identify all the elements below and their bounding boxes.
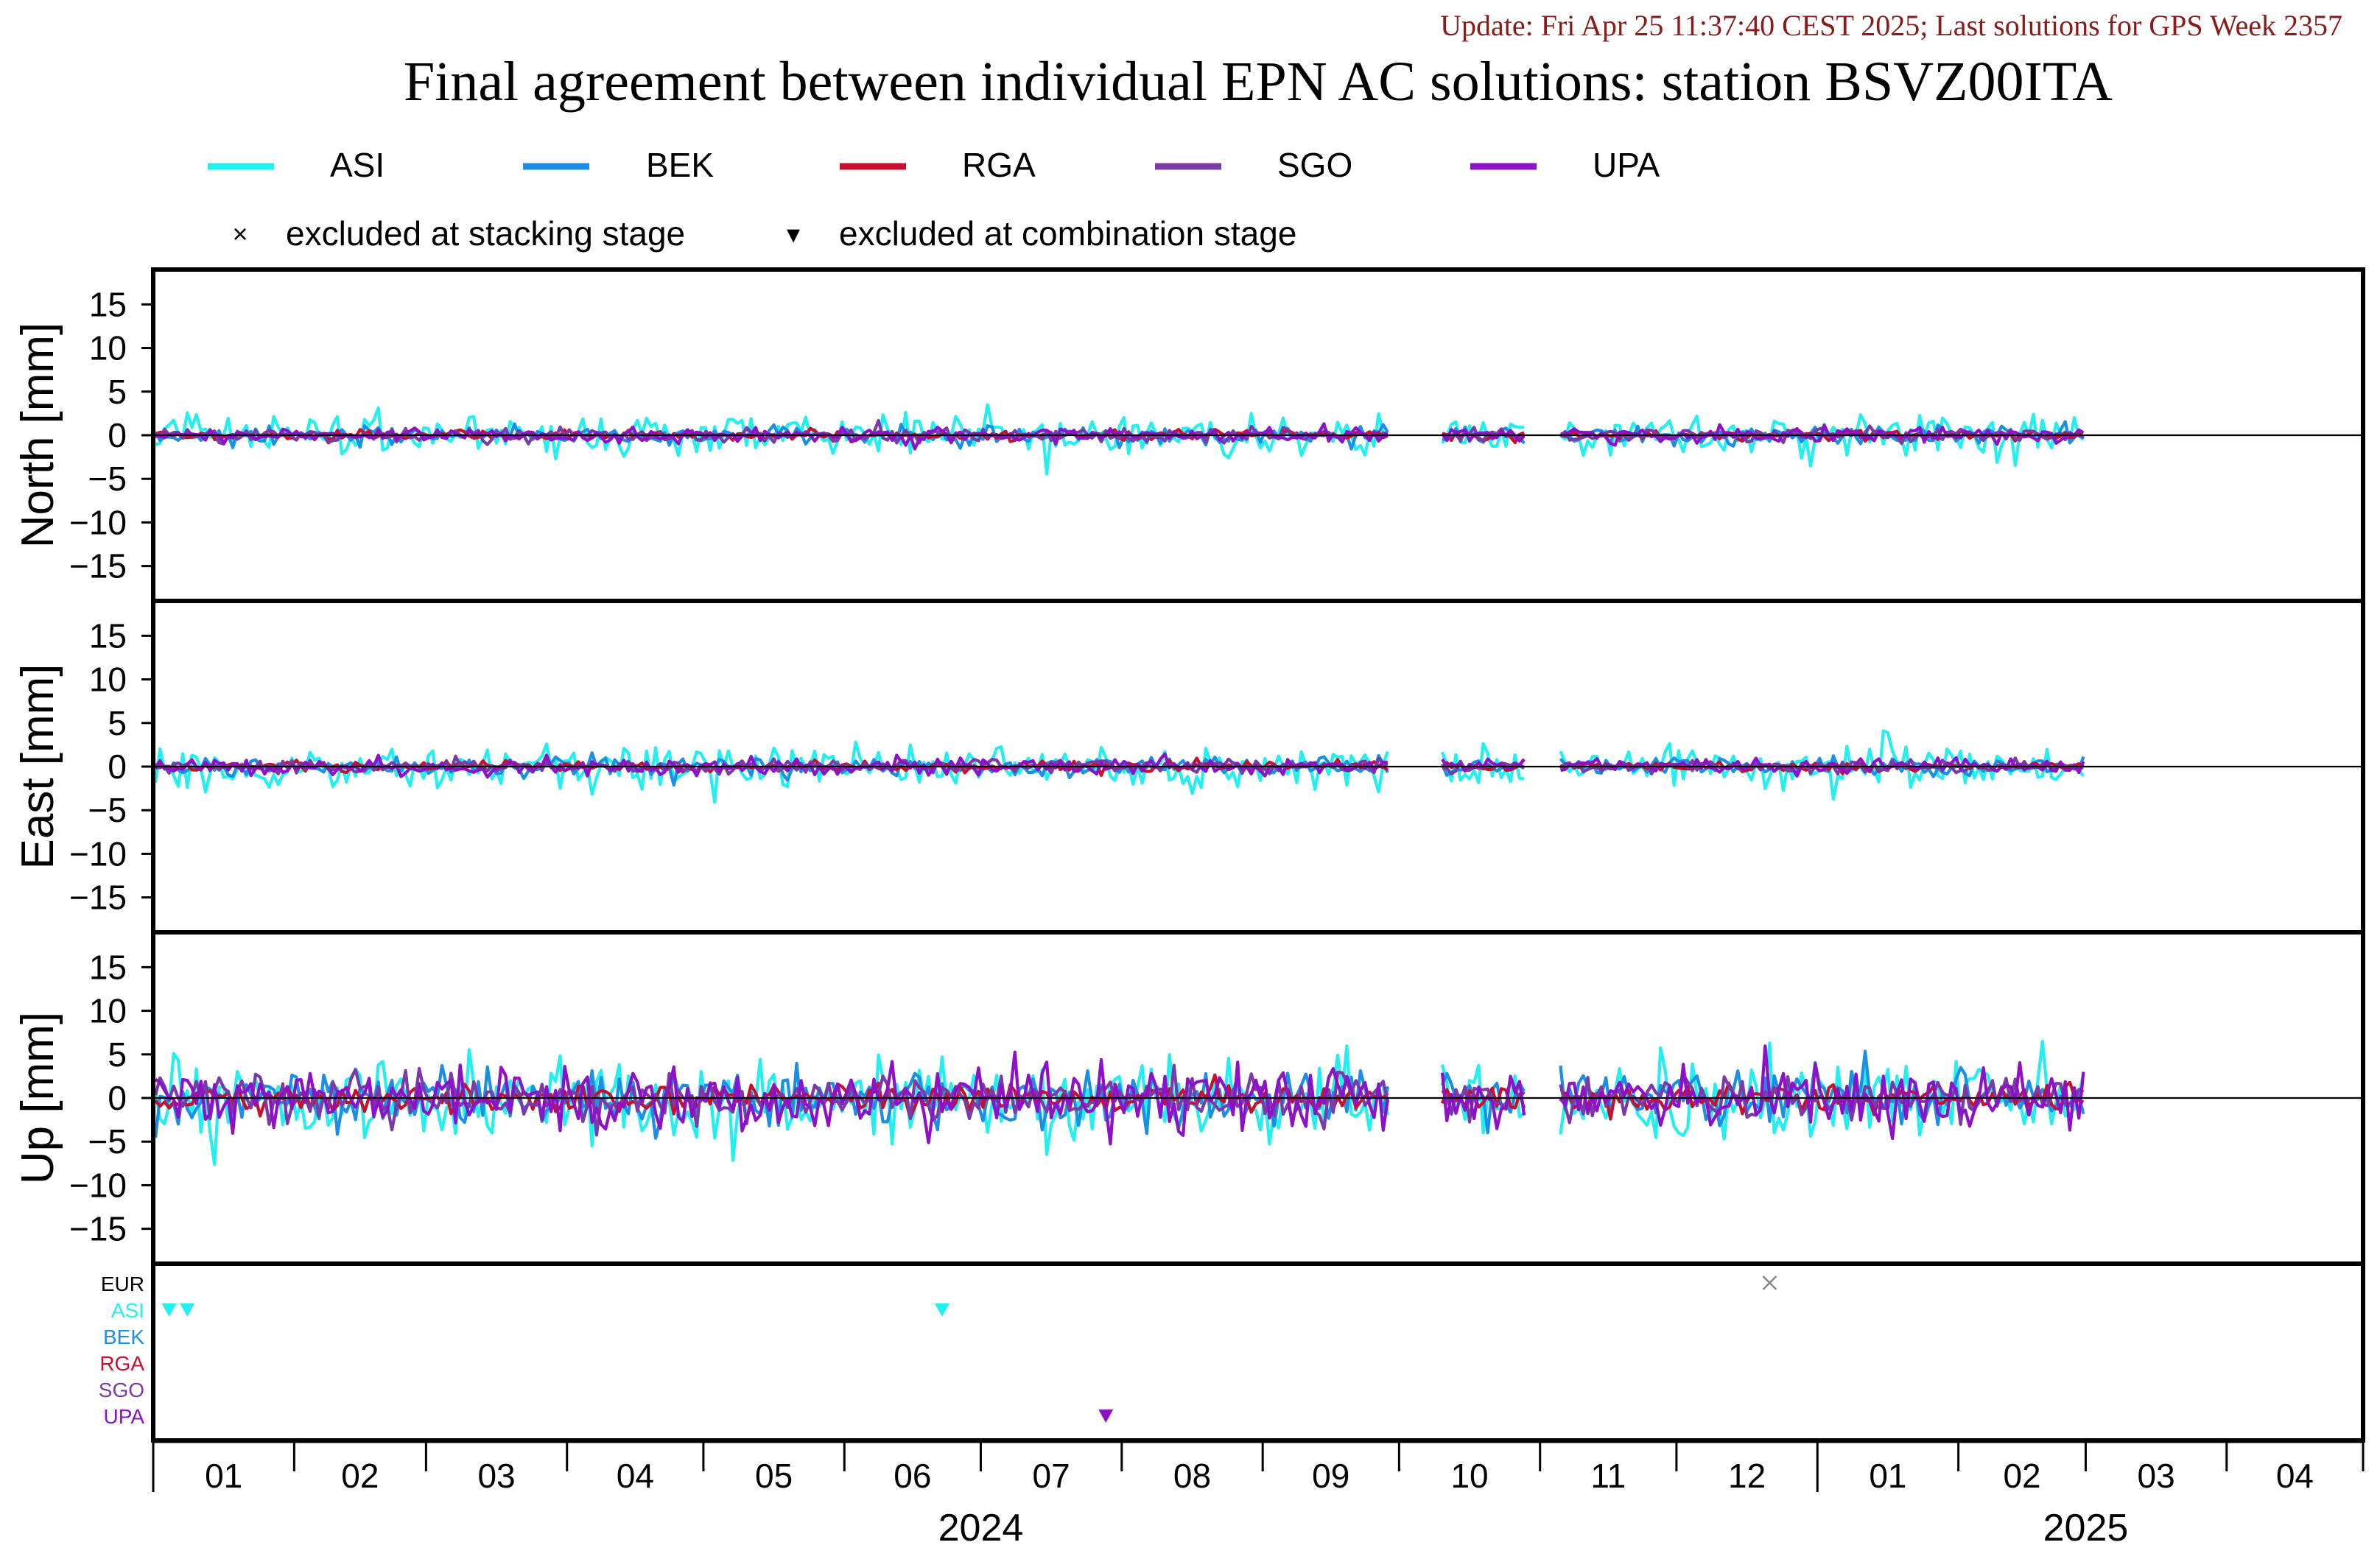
legend-marker-stacking-label: excluded at stacking stage bbox=[286, 214, 685, 253]
legend-item-bek: BEK bbox=[523, 146, 714, 184]
update-stamp: Update: Fri Apr 25 11:37:40 CEST 2025; L… bbox=[1440, 9, 2342, 42]
month-label: 01 bbox=[1869, 1457, 1906, 1495]
series-asi-east-segment-1 bbox=[154, 740, 1389, 804]
legend-item-upa: UPA bbox=[1470, 146, 1660, 184]
month-label: 08 bbox=[1173, 1457, 1211, 1495]
year-label-2025: 2025 bbox=[2043, 1507, 2129, 1545]
series-upa-east-segment-3 bbox=[1560, 756, 2085, 778]
legend-label-upa: UPA bbox=[1593, 146, 1660, 184]
exclusion-triangle-asi bbox=[161, 1303, 177, 1317]
legend-item-rga: RGA bbox=[840, 146, 1036, 184]
exclusion-triangle-upa bbox=[1098, 1409, 1114, 1423]
exclusion-triangle-asi bbox=[180, 1303, 195, 1317]
time-axis: 01 02 03 04 05 06 07 08 09 10 11 12 01 02 03 04 2024 2025 bbox=[152, 1440, 2365, 1545]
legend-marker-stacking: × excluded at stacking stage bbox=[232, 214, 685, 253]
month-label: 03 bbox=[477, 1457, 515, 1495]
chart-title: Final agreement between individual EPN A… bbox=[404, 51, 2113, 113]
month-label: 09 bbox=[1312, 1457, 1349, 1495]
ylabel-north: North [mm] bbox=[13, 323, 63, 549]
series-upa-east-segment-1 bbox=[154, 752, 1389, 779]
exclusion-cross-eur bbox=[1762, 1275, 1777, 1290]
series-asi-east-segment-2 bbox=[1441, 742, 1525, 785]
ytick-label-east: −15 bbox=[69, 879, 127, 917]
exclusion-row-label-asi: ASI bbox=[111, 1299, 144, 1322]
month-label: 02 bbox=[341, 1457, 379, 1495]
month-label: 04 bbox=[617, 1457, 654, 1495]
ytick-label-east: 15 bbox=[89, 616, 127, 655]
ytick-label-north: 10 bbox=[89, 329, 127, 367]
month-label: 03 bbox=[2138, 1457, 2175, 1495]
exclusion-row-label-bek: BEK bbox=[103, 1326, 144, 1348]
ytick-label-up: −5 bbox=[88, 1122, 127, 1161]
exclusion-row-label-upa: UPA bbox=[104, 1405, 145, 1428]
ytick-label-up: 5 bbox=[108, 1035, 127, 1074]
cross-marker-icon: × bbox=[232, 219, 248, 249]
ylabel-up: Up [mm] bbox=[13, 1012, 63, 1184]
month-label: 06 bbox=[894, 1457, 931, 1495]
legend: ASI BEK RGA SGO UPA × excluded at stacki… bbox=[208, 146, 1660, 253]
legend-label-rga: RGA bbox=[962, 146, 1036, 184]
exclusion-frame bbox=[151, 1261, 2365, 1443]
ytick-label-east: 10 bbox=[89, 661, 127, 699]
series-upa-north-segment-2 bbox=[1441, 428, 1526, 443]
ytick-label-east: 0 bbox=[108, 747, 127, 786]
ytick-label-up: 10 bbox=[89, 992, 127, 1030]
legend-item-sgo: SGO bbox=[1155, 146, 1352, 184]
triangle-marker-icon: ▾ bbox=[787, 219, 800, 249]
legend-label-sgo: SGO bbox=[1277, 146, 1352, 184]
ytick-label-north: 15 bbox=[89, 285, 127, 323]
ytick-label-north: 0 bbox=[108, 416, 127, 454]
legend-label-bek: BEK bbox=[646, 146, 714, 184]
series-upa-up-segment-3 bbox=[1559, 1044, 2085, 1141]
legend-item-asi: ASI bbox=[208, 146, 385, 184]
ytick-label-east: 5 bbox=[108, 704, 127, 742]
month-label: 07 bbox=[1033, 1457, 1070, 1495]
month-label: 05 bbox=[755, 1457, 793, 1495]
legend-marker-combination: ▾ excluded at combination stage bbox=[787, 214, 1296, 253]
exclusion-row-label-rga: RGA bbox=[99, 1352, 144, 1375]
ytick-label-north: −5 bbox=[88, 460, 127, 498]
month-label: 01 bbox=[205, 1457, 242, 1495]
series-asi-north-segment-2 bbox=[1441, 420, 1525, 448]
ytick-label-east: −10 bbox=[69, 834, 127, 873]
month-label: 02 bbox=[2003, 1457, 2040, 1495]
ytick-label-north: 5 bbox=[108, 373, 127, 411]
month-label: 04 bbox=[2276, 1457, 2314, 1495]
exclusion-triangle-asi bbox=[934, 1303, 949, 1317]
legend-marker-combination-label: excluded at combination stage bbox=[839, 214, 1296, 253]
series-asi-north-segment-3 bbox=[1559, 412, 2085, 468]
ytick-label-up: 0 bbox=[108, 1079, 127, 1117]
month-label: 10 bbox=[1450, 1457, 1488, 1495]
ytick-label-north: −15 bbox=[69, 547, 127, 585]
ytick-label-north: −10 bbox=[69, 503, 127, 541]
ytick-label-east: −5 bbox=[88, 791, 127, 829]
exclusion-panel: EUR ASI BEK RGA SGO UPA bbox=[99, 1261, 2365, 1443]
ytick-label-up: 15 bbox=[89, 948, 127, 986]
ylabel-east: East [mm] bbox=[13, 664, 63, 869]
series-asi-up-segment-3 bbox=[1559, 1039, 2085, 1141]
series-rga-up-segment-2 bbox=[1441, 1086, 1526, 1110]
ytick-label-up: −10 bbox=[69, 1166, 127, 1204]
ytick-label-up: −15 bbox=[69, 1210, 127, 1248]
month-label: 12 bbox=[1728, 1457, 1766, 1495]
legend-label-asi: ASI bbox=[330, 146, 385, 184]
year-label-2024: 2024 bbox=[938, 1507, 1024, 1545]
month-label: 11 bbox=[1590, 1457, 1626, 1495]
exclusion-row-label-sgo: SGO bbox=[99, 1379, 144, 1401]
exclusion-row-label-eur: EUR bbox=[101, 1273, 144, 1295]
